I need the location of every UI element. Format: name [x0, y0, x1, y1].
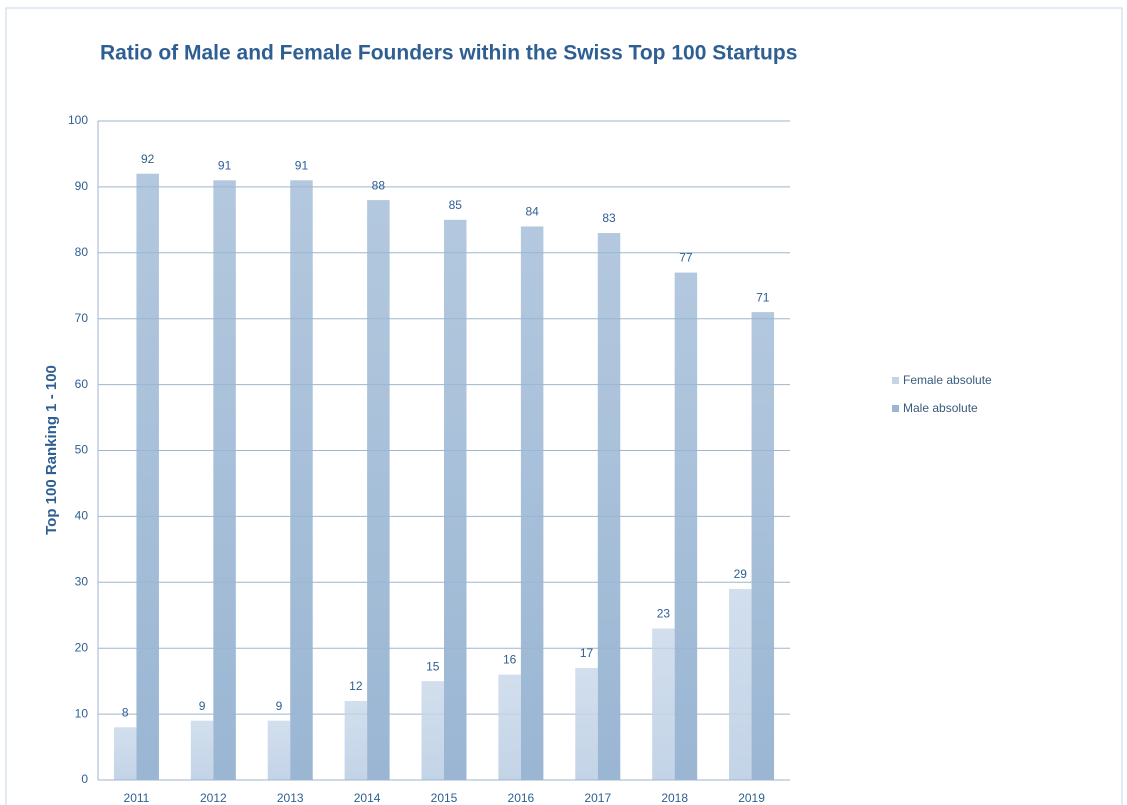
bar [367, 200, 390, 780]
data-label: 12 [349, 679, 363, 693]
bar [520, 226, 544, 780]
x-tick-label: 2013 [277, 791, 304, 805]
data-label: 77 [679, 251, 693, 265]
x-tick-label: 2012 [200, 791, 227, 805]
x-tick-label: 2017 [584, 791, 611, 805]
data-label: 15 [426, 659, 440, 673]
data-label: 92 [141, 152, 155, 166]
bar [597, 233, 621, 780]
bar [674, 272, 698, 780]
legend-label: Male absolute [903, 401, 978, 415]
y-tick-label: 60 [75, 377, 89, 391]
y-tick-label: 50 [75, 443, 89, 457]
x-tick-label: 2014 [354, 791, 381, 805]
y-tick-label: 40 [75, 509, 89, 523]
bar [113, 727, 137, 780]
y-tick-label: 10 [75, 706, 89, 720]
data-label: 71 [756, 290, 770, 304]
bar [498, 674, 521, 780]
y-tick-label: 100 [68, 113, 88, 127]
y-tick-label: 70 [75, 311, 89, 325]
y-tick-label: 90 [75, 179, 89, 193]
data-label: 84 [525, 205, 539, 219]
chart-title: Ratio of Male and Female Founders within… [100, 42, 797, 65]
bar [213, 180, 236, 780]
data-label: 23 [657, 607, 671, 621]
data-label: 91 [218, 158, 232, 172]
legend-label: Female absolute [903, 373, 992, 387]
x-tick-label: 2019 [738, 791, 765, 805]
x-tick-label: 2015 [431, 791, 458, 805]
x-tick-label: 2018 [661, 791, 688, 805]
y-tick-label: 30 [75, 574, 89, 588]
bar [652, 628, 675, 780]
bar [267, 720, 291, 780]
data-label: 91 [295, 158, 309, 172]
bar [290, 180, 313, 780]
chart-frame [5, 7, 1123, 805]
data-label: 85 [449, 198, 463, 212]
legend-swatch [892, 405, 899, 412]
data-label: 17 [580, 646, 594, 660]
data-label: 8 [122, 705, 129, 719]
y-tick-label: 20 [75, 640, 89, 654]
data-label: 29 [734, 567, 748, 581]
data-label: 16 [503, 653, 517, 667]
x-tick-label: 2011 [124, 791, 150, 805]
bar [444, 219, 467, 781]
bar [575, 667, 598, 780]
bar [421, 681, 444, 780]
bar [729, 588, 752, 780]
bar [190, 720, 214, 780]
data-label: 9 [276, 699, 283, 713]
y-axis-label: Top 100 Ranking 1 - 100 [43, 365, 60, 535]
y-tick-label: 80 [75, 245, 89, 259]
data-label: 9 [199, 699, 206, 713]
data-label: 88 [372, 178, 386, 192]
y-tick-label: 0 [81, 772, 88, 786]
bar [751, 312, 775, 780]
legend-swatch [892, 377, 899, 384]
x-tick-label: 2016 [508, 791, 535, 805]
data-label: 83 [602, 211, 616, 225]
bar [344, 700, 368, 780]
bar [136, 173, 159, 781]
